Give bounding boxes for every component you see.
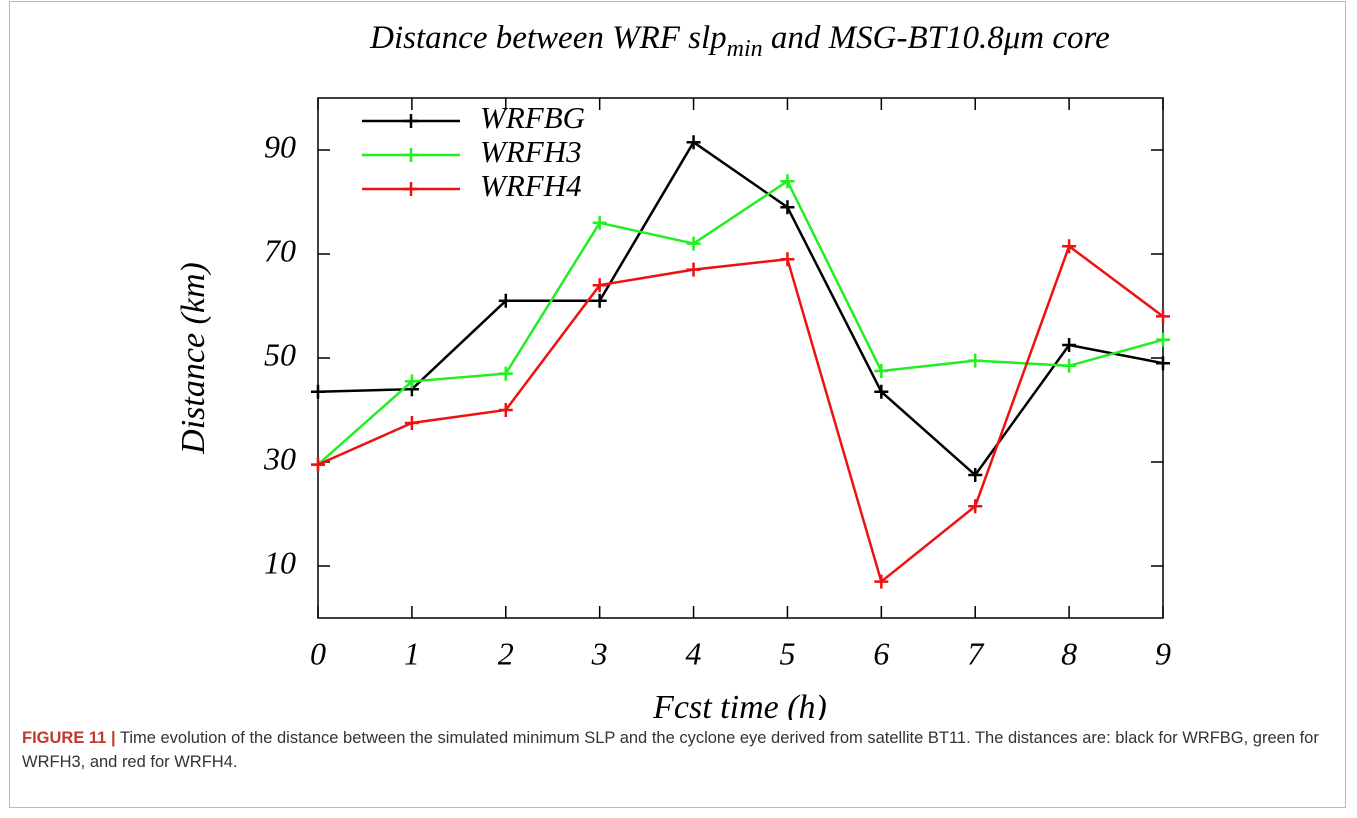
point-marker (1062, 239, 1077, 254)
x-axis-label: Fcst time (h) (652, 689, 827, 720)
title-subscript: min (727, 36, 763, 62)
point-marker (498, 293, 513, 308)
x-tick-label: 0 (310, 635, 326, 671)
x-tick-label: 2 (498, 635, 514, 671)
y-tick-label: 50 (264, 336, 296, 372)
point-marker (780, 200, 795, 215)
legend-label: WRFH4 (480, 168, 582, 203)
x-tick-label: 7 (967, 635, 985, 671)
point-marker (592, 215, 607, 230)
title-part: and MSG-BT10.8μm core (763, 20, 1110, 56)
y-axis-label: Distance (km) (175, 262, 212, 455)
y-tick-label: 70 (264, 232, 296, 268)
legend-label: WRFH3 (480, 134, 582, 169)
point-marker (780, 174, 795, 189)
figure-frame (9, 1, 1346, 808)
point-marker (311, 384, 325, 399)
y-tick-label: 10 (264, 544, 296, 580)
caption-label: FIGURE 11 | (22, 729, 116, 747)
point-marker (498, 403, 513, 417)
chart: Distance between WRF slpmin and MSG-BT10… (175, 20, 1171, 720)
x-tick-label: 9 (1155, 635, 1171, 671)
x-tick-label: 3 (591, 635, 608, 671)
title-part: Distance between WRF slp (369, 20, 727, 56)
y-tick-label: 90 (264, 128, 296, 164)
chart-title: Distance between WRF slpmin and MSG-BT10… (369, 20, 1110, 62)
point-marker (498, 366, 513, 381)
point-marker (1156, 309, 1170, 324)
point-marker (686, 262, 701, 277)
legend-label: WRFBG (480, 100, 585, 135)
point-marker (404, 416, 419, 430)
point-marker (968, 499, 983, 514)
legend-marker (404, 182, 418, 196)
point-marker (686, 236, 701, 251)
point-marker (1062, 338, 1077, 352)
series-line (317, 140, 1164, 477)
legend-marker (404, 114, 418, 128)
point-marker (968, 353, 983, 368)
point-marker (1156, 332, 1170, 347)
point-marker (592, 293, 607, 308)
point-marker (874, 384, 889, 399)
point-marker (874, 364, 889, 378)
x-tick-label: 8 (1061, 635, 1077, 671)
point-marker (1156, 356, 1170, 371)
point-marker (874, 574, 889, 589)
point-marker (968, 468, 983, 482)
series-line (317, 179, 1164, 466)
legend-marker (404, 148, 418, 162)
point-marker (1062, 358, 1077, 373)
x-tick-label: 5 (779, 635, 795, 671)
x-tick-label: 1 (404, 635, 420, 671)
x-tick-label: 4 (686, 635, 702, 671)
y-tick-label: 30 (263, 440, 296, 476)
caption-text: Time evolution of the distance between t… (22, 729, 1319, 771)
point-marker (311, 457, 325, 472)
point-marker (404, 374, 419, 389)
point-marker (780, 252, 795, 267)
caption: FIGURE 11 | Time evolution of the distan… (22, 726, 1332, 774)
x-tick-label: 6 (873, 635, 889, 671)
point-marker (592, 278, 607, 293)
series-line (317, 244, 1164, 584)
point-marker (686, 135, 701, 150)
